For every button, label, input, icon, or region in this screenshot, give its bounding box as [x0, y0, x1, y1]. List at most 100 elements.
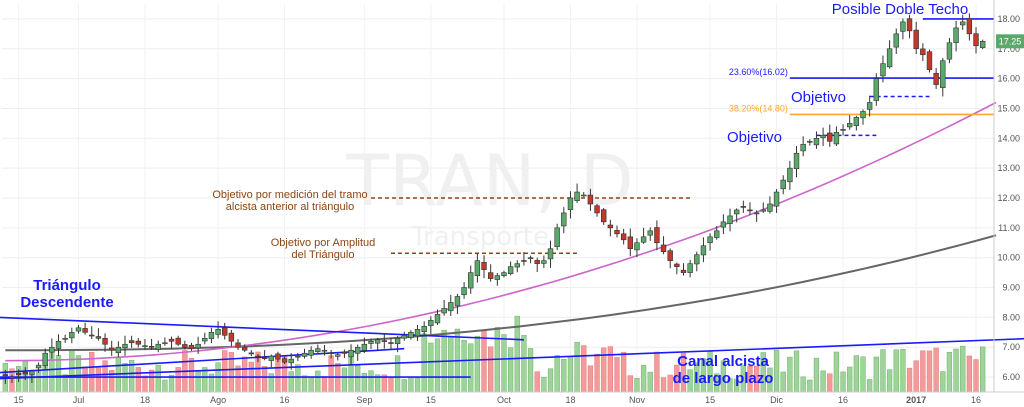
volume-bar: [481, 330, 487, 393]
moving-average-slow: [5, 234, 997, 352]
candle-body: [767, 203, 773, 212]
candle-body: [348, 349, 354, 358]
candle-body: [428, 320, 434, 326]
volume-bar: [886, 369, 893, 393]
volume-bar: [820, 370, 826, 393]
candle-body: [920, 48, 926, 56]
candle-body: [228, 332, 235, 342]
volume-bar: [807, 379, 813, 393]
volume-bar: [507, 347, 514, 393]
time-tick-label: 18: [140, 395, 150, 405]
candle-body: [940, 60, 946, 89]
volume-bar: [142, 375, 148, 393]
candle-body: [594, 205, 600, 214]
volume-bar: [261, 366, 268, 393]
volume-bar: [654, 351, 660, 393]
volume-bar: [95, 366, 102, 393]
descending-triangle-top: [0, 316, 524, 341]
volume-bar: [867, 379, 873, 393]
candle-body: [627, 236, 633, 250]
candle-body: [660, 244, 667, 253]
candle-body: [680, 269, 687, 273]
candle-body: [454, 296, 461, 307]
candle-body: [35, 364, 42, 369]
volume-bar: [541, 376, 547, 393]
candle-body: [521, 260, 527, 262]
candle-body: [567, 197, 574, 211]
long-term-channel: [0, 337, 1024, 380]
candle-body: [168, 338, 175, 342]
candle-body: [328, 352, 334, 354]
candle-body: [494, 275, 501, 280]
candle-body: [29, 370, 35, 375]
candle-body: [115, 346, 122, 354]
candle-body: [640, 236, 647, 243]
time-tick-label: Oct: [497, 395, 512, 405]
candle-body: [222, 327, 228, 336]
candle-body: [740, 206, 747, 208]
candle-body: [787, 167, 793, 183]
candle-body: [753, 212, 760, 215]
candle-body: [527, 257, 534, 259]
candle-body: [541, 260, 547, 264]
time-tick-label: 15: [426, 395, 436, 405]
candle-body: [793, 152, 800, 169]
volume-bar: [647, 371, 653, 393]
candle-body: [15, 373, 22, 375]
candle-body: [335, 354, 341, 357]
volume-bar: [581, 345, 587, 393]
volume-bar: [780, 371, 786, 393]
volume-bar: [660, 377, 667, 393]
annotation-posible-doble-techo: Posible Doble Techo: [832, 1, 968, 18]
volume-bar: [162, 379, 168, 393]
candle-body: [534, 260, 540, 264]
volume-bar: [621, 351, 627, 393]
candle-body: [747, 209, 753, 212]
volume-bar: [474, 335, 481, 393]
volume-bar: [222, 350, 228, 393]
candle-body: [268, 355, 274, 361]
volume-bar: [75, 355, 82, 393]
price-tick-label: 17.00: [997, 44, 1020, 54]
volume-bar: [534, 371, 540, 393]
volume-bar: [388, 377, 394, 393]
candle-body: [295, 355, 301, 358]
candle-body: [368, 340, 374, 344]
volume-bar: [853, 355, 859, 393]
volume-bar: [860, 356, 866, 393]
volume-bar: [567, 356, 574, 393]
candle-body: [707, 236, 713, 243]
volume-bar: [188, 358, 195, 393]
price-tick-label: 7.00: [1002, 342, 1020, 352]
last-price-label: 17.25: [999, 36, 1022, 46]
price-tick-label: 6.00: [1002, 372, 1020, 382]
candle-body: [953, 27, 959, 43]
volume-bar: [547, 368, 554, 393]
candle-body: [388, 342, 394, 344]
time-tick-label: Sep: [356, 395, 372, 405]
volume-bar: [55, 355, 62, 393]
volume-bar: [341, 367, 348, 393]
candle-body: [720, 221, 727, 228]
candle-body: [89, 334, 95, 337]
candle-body: [487, 272, 494, 279]
candle-body: [421, 326, 427, 332]
candle-body: [248, 352, 255, 355]
volume-bar: [913, 360, 919, 393]
candle-body: [55, 340, 62, 349]
volume-bar: [434, 338, 441, 393]
annotation-objetivo-lower: Objetivo: [727, 129, 782, 146]
candle-body: [95, 336, 102, 339]
time-tick-label: 16: [971, 395, 981, 405]
candle-body: [75, 327, 82, 332]
candle-body: [800, 143, 806, 152]
volume-bar: [960, 345, 966, 393]
volume-bar: [800, 376, 806, 393]
candle-body: [355, 346, 361, 354]
candle-body: [162, 342, 168, 345]
volume-bar: [940, 371, 946, 393]
candle-body: [22, 372, 28, 375]
candle-body: [182, 344, 188, 348]
